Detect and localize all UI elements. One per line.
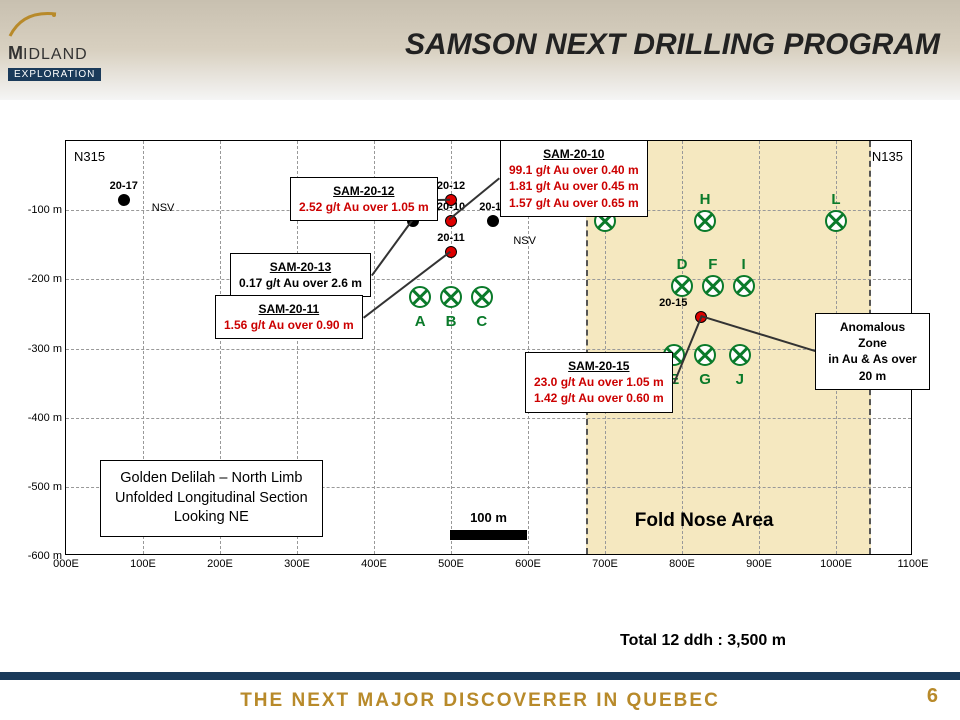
y-tick-label: -600 m — [28, 550, 62, 562]
drill-hole-20-17 — [118, 194, 130, 206]
corner-left: N315 — [74, 149, 105, 164]
drill-hole-20-14 — [487, 215, 499, 227]
target-label: B — [446, 313, 457, 330]
callout-c15: SAM-20-1523.0 g/t Au over 1.05 m1.42 g/t… — [525, 352, 673, 413]
hole-label: 20-15 — [659, 297, 687, 309]
x-tick-label: 400E — [361, 558, 387, 570]
corner-right: N135 — [872, 149, 903, 164]
slide-footer: THE NEXT MAJOR DISCOVERER IN QUEBEC 6 — [0, 675, 960, 720]
x-tick-label: 600E — [515, 558, 541, 570]
callout-c10: SAM-20-1099.1 g/t Au over 0.40 m1.81 g/t… — [500, 140, 648, 217]
slide-title: SAMSON NEXT DRILLING PROGRAM — [405, 28, 940, 62]
scale-bar — [450, 530, 527, 540]
target-A — [409, 286, 431, 308]
target-D — [671, 275, 693, 297]
target-G — [694, 344, 716, 366]
footer-accent-bar — [0, 672, 960, 680]
footer-tagline: THE NEXT MAJOR DISCOVERER IN QUEBEC — [240, 690, 720, 712]
target-label: D — [677, 256, 688, 273]
hole-label: 20-17 — [110, 180, 138, 192]
logo-text-m: M — [8, 43, 23, 63]
x-tick-label: 1100E — [898, 558, 929, 570]
x-tick-label: 1000E — [820, 558, 852, 570]
target-L — [825, 210, 847, 232]
target-label: H — [700, 191, 711, 208]
target-label: G — [699, 371, 711, 388]
callout-anom: Anomalous Zonein Au & As over 20 m — [815, 313, 930, 390]
company-logo: MIDLAND EXPLORATION — [8, 8, 101, 82]
target-B — [440, 286, 462, 308]
y-tick-label: -400 m — [28, 412, 62, 424]
callout-c12: SAM-20-122.52 g/t Au over 1.05 m — [290, 177, 438, 221]
x-tick-label: 900E — [746, 558, 772, 570]
fold-nose-label: Fold Nose Area — [635, 510, 774, 532]
target-I — [733, 275, 755, 297]
x-tick-label: 100E — [130, 558, 156, 570]
nsv-label: NSV — [152, 202, 175, 214]
target-label: C — [476, 313, 487, 330]
y-tick-label: -200 m — [28, 273, 62, 285]
target-label: L — [831, 191, 840, 208]
logo-text-rest: IDLAND — [23, 46, 88, 63]
hole-label: 20-11 — [437, 232, 465, 244]
x-tick-label: 300E — [284, 558, 310, 570]
callout-c11: SAM-20-111.56 g/t Au over 0.90 m — [215, 295, 363, 339]
target-F — [702, 275, 724, 297]
target-label: A — [415, 313, 426, 330]
target-C — [471, 286, 493, 308]
x-tick-label: 500E — [438, 558, 464, 570]
callout-leader — [438, 199, 450, 201]
y-tick-label: -100 m — [28, 204, 62, 216]
target-H — [694, 210, 716, 232]
target-label: J — [736, 371, 744, 388]
x-tick-label: 800E — [669, 558, 695, 570]
target-label: I — [742, 256, 746, 273]
target-label: F — [708, 256, 717, 273]
y-tick-label: -500 m — [28, 481, 62, 493]
x-tick-label: 200E — [207, 558, 233, 570]
x-tick-label: 700E — [592, 558, 618, 570]
y-tick-label: -300 m — [28, 343, 62, 355]
hole-label: 20-12 — [437, 180, 465, 192]
total-drilling-label: Total 12 ddh : 3,500 m — [620, 632, 786, 650]
target-J — [729, 344, 751, 366]
scale-label: 100 m — [470, 510, 507, 525]
drill-section-chart: N315 N135 000E100E200E300E400E500E600E70… — [35, 135, 930, 595]
logo-subtext: EXPLORATION — [8, 68, 101, 81]
section-description: Golden Delilah – North LimbUnfolded Long… — [100, 460, 323, 537]
page-number: 6 — [927, 685, 938, 708]
nsv-label: NSV — [513, 235, 536, 247]
callout-c13: SAM-20-130.17 g/t Au over 2.6 m — [230, 253, 371, 297]
